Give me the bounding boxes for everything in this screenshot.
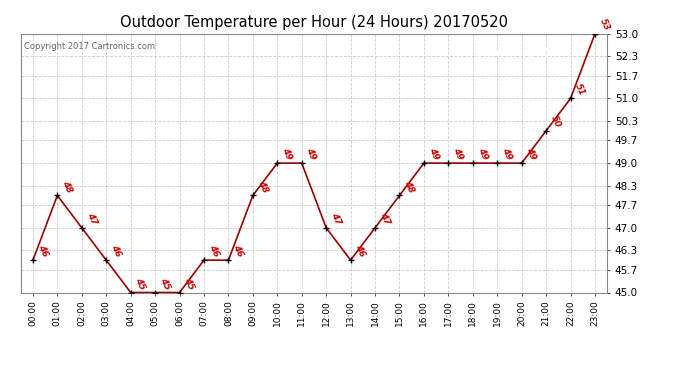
Text: 47: 47 (378, 211, 391, 226)
Text: 48: 48 (402, 179, 416, 194)
Text: 46: 46 (353, 243, 367, 258)
Text: 47: 47 (329, 211, 342, 226)
Text: 49: 49 (451, 146, 465, 162)
Title: Outdoor Temperature per Hour (24 Hours) 20170520: Outdoor Temperature per Hour (24 Hours) … (120, 15, 508, 30)
Text: Copyright 2017 Cartronics.com: Copyright 2017 Cartronics.com (23, 42, 155, 51)
Text: 49: 49 (305, 146, 318, 162)
Text: 49: 49 (500, 146, 513, 162)
Text: 45: 45 (134, 276, 147, 291)
Text: 45: 45 (158, 276, 172, 291)
Text: 45: 45 (182, 276, 196, 291)
Text: 53: 53 (598, 17, 611, 32)
Text: 46: 46 (109, 243, 123, 258)
Text: 49: 49 (280, 146, 294, 162)
Text: 50: 50 (549, 114, 562, 129)
Text: 48: 48 (256, 179, 269, 194)
Text: 46: 46 (231, 243, 245, 258)
Text: 49: 49 (475, 146, 489, 162)
Text: 46: 46 (36, 243, 49, 258)
Text: 46: 46 (207, 243, 220, 258)
Text: 49: 49 (427, 146, 440, 162)
Text: 48: 48 (60, 179, 74, 194)
Text: 47: 47 (85, 211, 98, 226)
Text: 51: 51 (573, 82, 587, 97)
Text: 49: 49 (524, 146, 538, 162)
